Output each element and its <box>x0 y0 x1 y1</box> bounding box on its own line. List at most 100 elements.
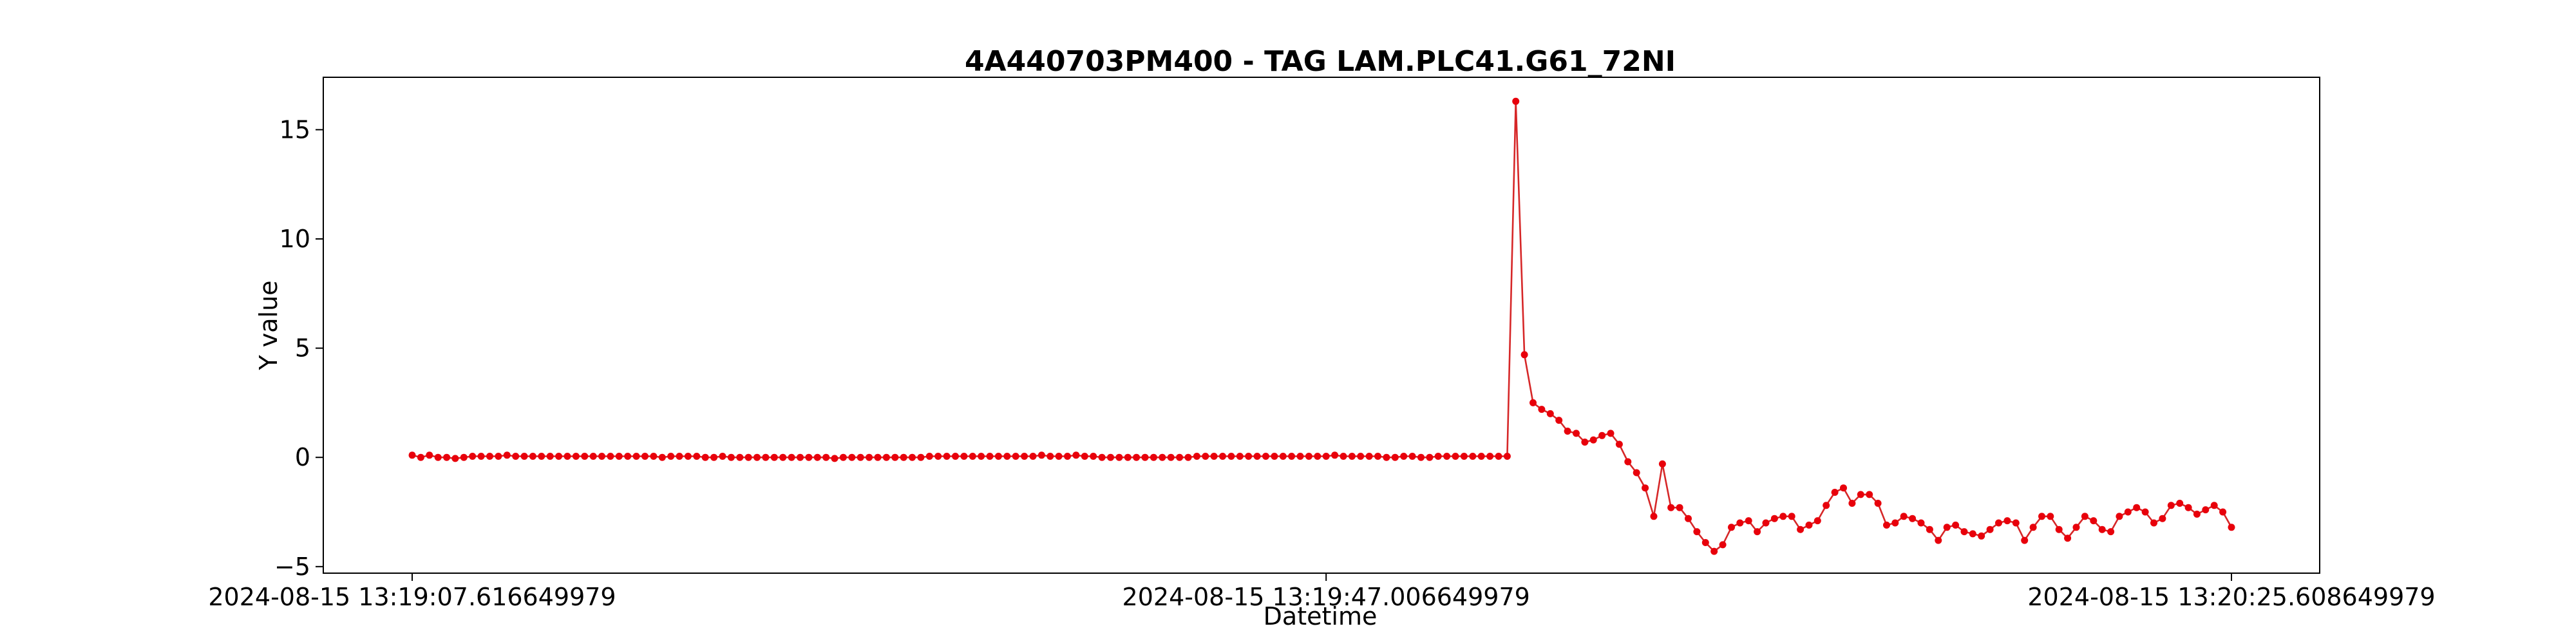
data-point <box>1512 97 1520 105</box>
data-point <box>1090 453 1097 460</box>
x-axis-label: Datetime <box>1264 602 1378 630</box>
data-point <box>1642 484 1649 492</box>
data-point <box>1960 528 1968 536</box>
data-point <box>1615 440 1623 448</box>
data-point <box>1486 453 1494 460</box>
data-point <box>1624 458 1632 466</box>
data-point <box>1391 453 1399 461</box>
y-tick-label: 10 <box>279 225 310 253</box>
data-point <box>2124 508 2132 516</box>
data-point <box>1374 453 1381 460</box>
data-point <box>1710 547 1718 555</box>
data-point <box>1797 526 1804 533</box>
data-point <box>1408 453 1416 460</box>
data-point <box>1365 453 1373 460</box>
data-point <box>1098 453 1106 461</box>
data-point <box>1469 453 1477 460</box>
data-point <box>727 453 735 461</box>
data-point <box>460 453 468 461</box>
data-point <box>831 455 838 462</box>
y-axis: −5 0 5 10 15 <box>274 115 323 581</box>
data-point <box>1253 453 1261 460</box>
data-point <box>1831 489 1839 496</box>
data-point <box>797 453 804 461</box>
data-point <box>952 453 959 460</box>
x-tick-label: 2024-08-15 13:19:47.006649979 <box>1122 583 1530 611</box>
data-point <box>1874 500 1882 507</box>
data-point <box>805 453 813 461</box>
data-point <box>2176 500 2184 507</box>
data-point <box>1434 453 1442 460</box>
data-point <box>624 453 632 460</box>
data-point <box>1581 439 1589 446</box>
data-point <box>632 453 640 460</box>
data-point <box>2064 535 2072 542</box>
data-point <box>1658 460 1666 468</box>
data-point <box>1770 515 1778 522</box>
data-point <box>1193 453 1200 460</box>
data-point <box>701 453 709 461</box>
data-point <box>408 451 416 459</box>
data-point <box>693 453 701 460</box>
data-point <box>744 453 752 461</box>
x-tick-label: 2024-08-15 13:19:07.616649979 <box>208 583 616 611</box>
data-point <box>1159 453 1166 461</box>
data-point <box>564 453 571 460</box>
data-point <box>2003 517 2011 525</box>
data-point <box>986 453 994 460</box>
data-point <box>486 453 493 460</box>
data-point <box>1037 451 1045 459</box>
y-tick-label: 15 <box>279 115 310 144</box>
data-point <box>1573 430 1580 437</box>
data-point <box>770 453 778 461</box>
data-point <box>1322 453 1330 460</box>
data-point <box>1564 428 1571 435</box>
data-point <box>1650 513 1658 520</box>
data-point <box>520 453 528 460</box>
data-point <box>994 453 1002 460</box>
data-point <box>1978 532 1985 540</box>
series-line <box>412 100 2233 553</box>
data-point <box>2193 510 2201 518</box>
data-point <box>2098 526 2106 533</box>
data-point <box>1227 453 1235 460</box>
x-tick-label: 2024-08-15 13:20:25.608649979 <box>2027 583 2435 611</box>
data-point <box>1736 519 1744 527</box>
data-point <box>891 453 899 461</box>
data-point <box>1081 453 1088 460</box>
x-axis: 2024-08-15 13:19:07.616649979 2024-08-15 … <box>208 573 2436 611</box>
data-point <box>2072 524 2080 531</box>
data-point <box>1719 541 1727 549</box>
data-point <box>2228 524 2235 531</box>
data-point <box>1943 524 1951 531</box>
data-point <box>1417 453 1425 461</box>
data-point <box>710 453 718 461</box>
data-point <box>1262 453 1269 460</box>
data-point <box>1236 453 1244 460</box>
data-point <box>1693 528 1701 536</box>
data-point <box>1460 453 1468 460</box>
data-point <box>1072 451 1080 459</box>
data-point <box>943 453 951 460</box>
data-point <box>960 453 968 460</box>
data-point <box>1754 528 1761 536</box>
data-point <box>1245 453 1253 460</box>
data-point <box>1546 410 1554 417</box>
data-point <box>1288 453 1296 460</box>
data-point <box>495 453 502 460</box>
data-point <box>753 453 761 461</box>
data-point <box>589 453 597 460</box>
data-point <box>1917 519 1925 527</box>
data-point <box>909 453 916 461</box>
data-point <box>1555 417 1563 424</box>
data-point <box>1840 484 1847 492</box>
data-point <box>1426 453 1434 461</box>
data-point <box>1021 453 1028 460</box>
data-point <box>719 453 726 460</box>
data-point <box>2210 502 2218 509</box>
data-point <box>1314 453 1321 460</box>
data-point <box>882 453 890 461</box>
y-tick-label: 0 <box>295 443 310 471</box>
data-point <box>417 453 424 461</box>
data-point <box>469 453 477 460</box>
